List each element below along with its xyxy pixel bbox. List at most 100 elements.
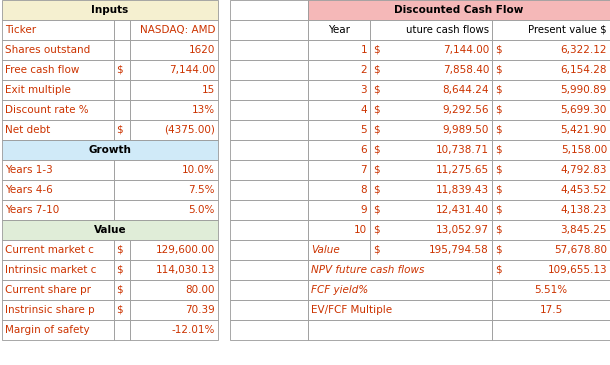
Text: Shares outstand: Shares outstand	[5, 45, 90, 55]
Bar	[370, 160, 492, 180]
Bar	[308, 200, 370, 220]
Bar	[308, 220, 370, 240]
Bar	[2, 240, 114, 260]
Text: Discounted Cash Flow: Discounted Cash Flow	[394, 5, 524, 15]
Bar	[230, 0, 308, 20]
Text: $: $	[495, 45, 501, 55]
Text: 4,453.52: 4,453.52	[561, 185, 607, 195]
Bar	[230, 200, 308, 220]
Bar	[492, 220, 610, 240]
Text: 6: 6	[361, 145, 367, 155]
Text: $: $	[373, 85, 379, 95]
Bar	[2, 320, 114, 340]
Bar	[2, 40, 114, 60]
Text: Inputs: Inputs	[92, 5, 129, 15]
Bar	[230, 220, 308, 240]
Text: Net debt: Net debt	[5, 125, 50, 135]
Text: $: $	[373, 225, 379, 235]
Text: 13,052.97: 13,052.97	[436, 225, 489, 235]
Bar	[308, 260, 492, 280]
Text: Year: Year	[328, 25, 350, 35]
Bar	[492, 320, 610, 340]
Text: $: $	[495, 225, 501, 235]
Text: $: $	[373, 125, 379, 135]
Bar	[114, 100, 130, 120]
Text: 114,030.13: 114,030.13	[156, 265, 215, 275]
Bar	[230, 160, 308, 180]
Bar	[370, 40, 492, 60]
Text: NASDAQ: AMD: NASDAQ: AMD	[140, 25, 215, 35]
Bar	[2, 220, 218, 240]
Text: 4,138.23: 4,138.23	[561, 205, 607, 215]
Bar	[308, 20, 370, 40]
Bar	[2, 100, 114, 120]
Text: 7,144.00: 7,144.00	[169, 65, 215, 75]
Text: $: $	[495, 165, 501, 175]
Bar	[492, 140, 610, 160]
Bar	[370, 240, 492, 260]
Text: $: $	[495, 145, 501, 155]
Bar	[114, 80, 130, 100]
Text: Free cash flow: Free cash flow	[5, 65, 79, 75]
Text: EV/FCF Multiple: EV/FCF Multiple	[311, 305, 392, 315]
Text: 10: 10	[354, 225, 367, 235]
Bar	[492, 200, 610, 220]
Bar	[230, 60, 308, 80]
Bar	[370, 120, 492, 140]
Bar	[2, 160, 114, 180]
Bar	[370, 220, 492, 240]
Text: $: $	[373, 165, 379, 175]
Bar	[2, 20, 114, 40]
Text: 5,699.30: 5,699.30	[561, 105, 607, 115]
Text: 10.0%: 10.0%	[182, 165, 215, 175]
Bar	[130, 320, 218, 340]
Text: $: $	[373, 205, 379, 215]
Bar	[230, 40, 308, 60]
Bar	[230, 100, 308, 120]
Text: 15: 15	[202, 85, 215, 95]
Text: Instrinsic share p: Instrinsic share p	[5, 305, 95, 315]
Text: Years 1-3: Years 1-3	[5, 165, 52, 175]
Bar	[230, 80, 308, 100]
Bar	[492, 100, 610, 120]
Text: NPV future cash flows: NPV future cash flows	[311, 265, 425, 275]
Text: FCF yield%: FCF yield%	[311, 285, 368, 295]
Bar	[230, 240, 308, 260]
Bar	[130, 20, 218, 40]
Text: Ticker: Ticker	[5, 25, 36, 35]
Text: 6,322.12: 6,322.12	[561, 45, 607, 55]
Text: $: $	[495, 105, 501, 115]
Text: $: $	[495, 185, 501, 195]
Text: Years 4-6: Years 4-6	[5, 185, 52, 195]
Bar	[370, 20, 492, 40]
Text: 4: 4	[361, 105, 367, 115]
Text: $: $	[116, 265, 123, 275]
Text: 10,738.71: 10,738.71	[436, 145, 489, 155]
Text: 5.0%: 5.0%	[188, 205, 215, 215]
Text: 7.5%: 7.5%	[188, 185, 215, 195]
Text: Years 7-10: Years 7-10	[5, 205, 59, 215]
Text: 1620: 1620	[188, 45, 215, 55]
Bar	[230, 20, 308, 40]
Bar	[114, 160, 218, 180]
Text: $: $	[116, 125, 123, 135]
Bar	[308, 60, 370, 80]
Text: 11,275.65: 11,275.65	[436, 165, 489, 175]
Bar	[230, 180, 308, 200]
Bar	[308, 180, 370, 200]
Bar	[114, 180, 218, 200]
Bar	[230, 140, 308, 160]
Bar	[130, 100, 218, 120]
Bar	[2, 0, 218, 20]
Bar	[308, 280, 492, 300]
Text: 7: 7	[361, 165, 367, 175]
Text: 5: 5	[361, 125, 367, 135]
Bar	[308, 240, 370, 260]
Text: Intrinsic market c: Intrinsic market c	[5, 265, 96, 275]
Text: 129,600.00: 129,600.00	[156, 245, 215, 255]
Bar	[308, 140, 370, 160]
Bar	[370, 140, 492, 160]
Text: 9,989.50: 9,989.50	[443, 125, 489, 135]
Text: 5,158.00: 5,158.00	[561, 145, 607, 155]
Bar	[492, 60, 610, 80]
